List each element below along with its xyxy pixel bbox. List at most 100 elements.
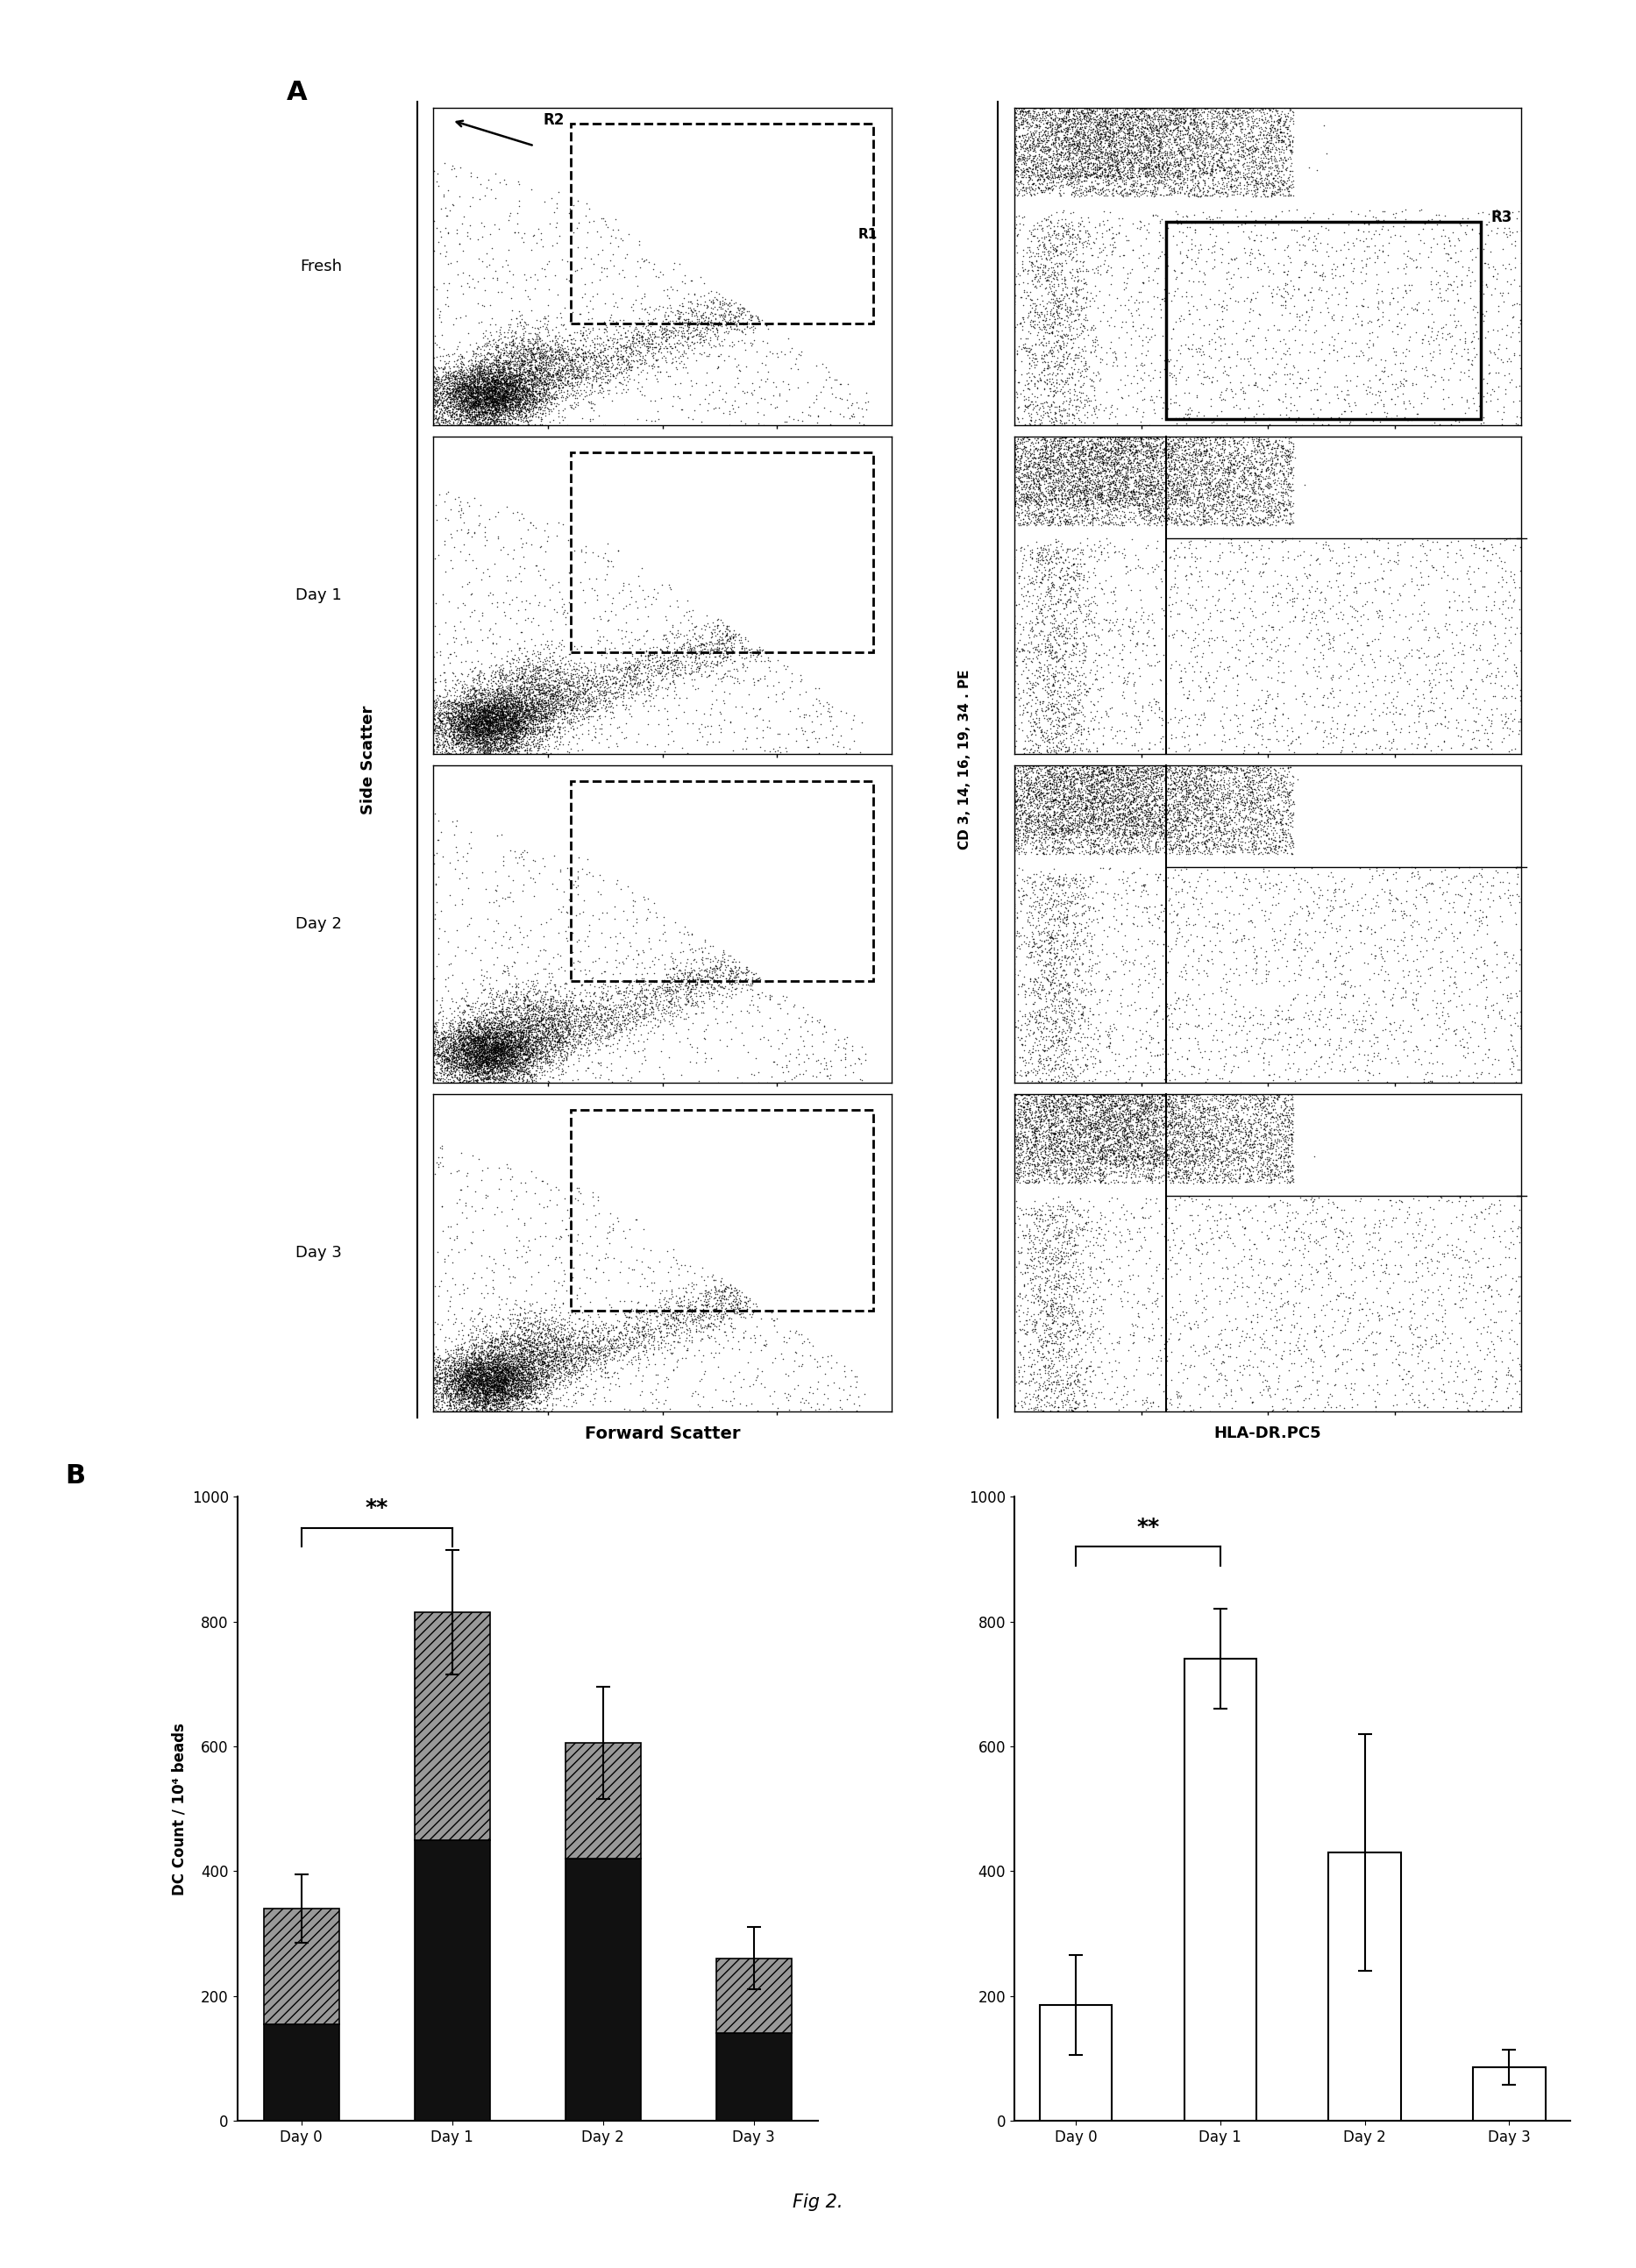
Point (636, 320, 663, 356)
Point (1160, 134, 1186, 170)
Point (499, 1041, 525, 1077)
Point (558, 390, 584, 426)
Point (1144, 787, 1170, 823)
Point (478, 1379, 504, 1415)
Point (1086, 481, 1112, 517)
Point (1034, 1102, 1060, 1139)
Point (442, 1043, 468, 1080)
Point (610, 998, 636, 1034)
Point (1129, 807, 1155, 844)
Point (1238, 692, 1265, 728)
Point (1310, 903, 1337, 939)
Point (478, 1356, 504, 1393)
Point (587, 320, 614, 356)
Point (481, 370, 507, 406)
Point (1409, 1272, 1435, 1309)
Point (437, 1018, 463, 1055)
Point (1178, 204, 1204, 240)
Point (1145, 1141, 1171, 1177)
Point (465, 1374, 491, 1411)
Point (1144, 1082, 1170, 1118)
Point (563, 1354, 589, 1390)
Point (1132, 769, 1158, 805)
Point (1072, 1114, 1098, 1150)
Point (1176, 483, 1202, 519)
Point (1042, 1043, 1068, 1080)
Point (1145, 150, 1171, 186)
Point (1047, 748, 1073, 785)
Point (471, 1386, 497, 1422)
Point (522, 1361, 548, 1397)
Point (497, 717, 524, 753)
Point (1014, 764, 1040, 801)
Point (502, 388, 528, 424)
Point (1101, 1132, 1127, 1168)
Point (471, 1372, 497, 1408)
Point (520, 669, 546, 705)
Point (1001, 379, 1027, 415)
Point (1114, 261, 1140, 297)
Point (424, 386, 450, 422)
Point (1075, 136, 1101, 172)
Point (1247, 1102, 1273, 1139)
Point (488, 352, 514, 388)
Point (795, 996, 821, 1032)
Point (591, 646, 617, 683)
Point (1016, 562, 1042, 599)
Point (1201, 234, 1227, 270)
Point (486, 689, 512, 726)
Point (1140, 386, 1166, 422)
Point (558, 374, 584, 411)
Point (1188, 442, 1214, 479)
Point (504, 692, 530, 728)
Point (1265, 426, 1291, 463)
Point (1014, 395, 1040, 431)
Point (1034, 118, 1060, 154)
Point (1117, 159, 1144, 195)
Point (1063, 392, 1090, 429)
Point (1127, 420, 1153, 456)
Point (1114, 1125, 1140, 1161)
Point (1111, 946, 1137, 982)
Point (491, 1030, 517, 1066)
Point (1263, 506, 1289, 542)
Point (599, 1209, 625, 1245)
Point (1117, 150, 1144, 186)
Point (445, 372, 471, 408)
Point (558, 680, 584, 717)
Point (1096, 1027, 1122, 1064)
Point (468, 1377, 494, 1413)
Point (1212, 93, 1238, 129)
Point (474, 708, 501, 744)
Point (1040, 1250, 1067, 1286)
Point (509, 1050, 535, 1086)
Point (1242, 433, 1268, 469)
Point (437, 1154, 463, 1191)
Point (440, 376, 466, 413)
Point (1145, 1127, 1171, 1163)
Point (1119, 1114, 1145, 1150)
Point (1140, 463, 1166, 499)
Point (530, 370, 556, 406)
Point (1003, 127, 1029, 163)
Point (604, 660, 630, 696)
Point (1005, 1325, 1031, 1361)
Point (1049, 1331, 1075, 1368)
Point (579, 352, 605, 388)
Point (1302, 1182, 1328, 1218)
Point (1171, 1095, 1198, 1132)
Point (1153, 676, 1180, 712)
Point (1109, 492, 1135, 528)
Point (1148, 1100, 1175, 1136)
Point (1112, 1105, 1139, 1141)
Point (447, 719, 473, 755)
Point (1238, 172, 1265, 209)
Point (631, 642, 658, 678)
Point (476, 717, 502, 753)
Point (476, 1340, 502, 1377)
Point (1063, 785, 1090, 821)
Point (497, 1359, 524, 1395)
Point (1170, 120, 1196, 156)
Point (1031, 1141, 1057, 1177)
Point (483, 703, 509, 739)
